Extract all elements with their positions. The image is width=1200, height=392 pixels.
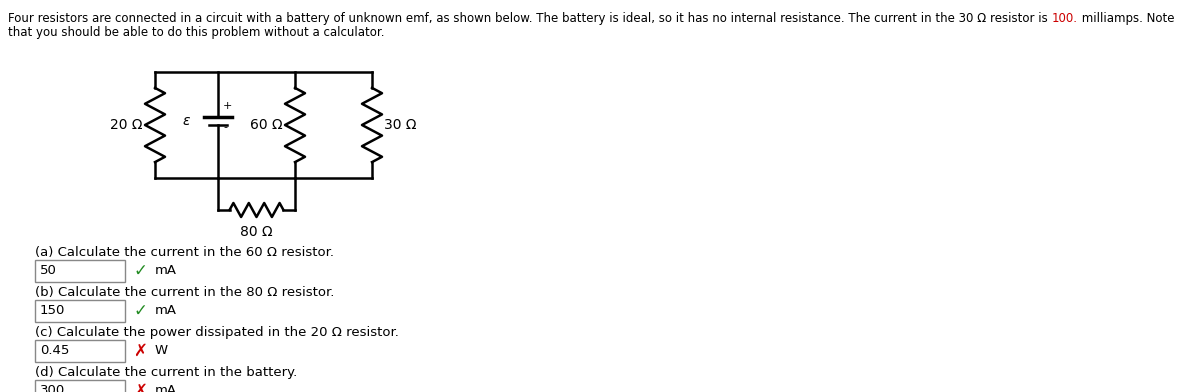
Text: 0.45: 0.45 (40, 345, 70, 358)
Text: mA: mA (155, 385, 178, 392)
Text: 20 Ω: 20 Ω (110, 118, 143, 132)
Text: milliamps. Note: milliamps. Note (1078, 12, 1174, 25)
Text: ✗: ✗ (133, 342, 146, 360)
Text: 60 Ω: 60 Ω (251, 118, 283, 132)
Text: (d) Calculate the current in the battery.: (d) Calculate the current in the battery… (35, 366, 298, 379)
FancyBboxPatch shape (35, 300, 125, 322)
Text: mA: mA (155, 305, 178, 318)
Text: ✓: ✓ (133, 302, 146, 320)
Text: +: + (223, 101, 233, 111)
Text: 50: 50 (40, 265, 56, 278)
Text: (a) Calculate the current in the 60 Ω resistor.: (a) Calculate the current in the 60 Ω re… (35, 246, 334, 259)
Text: ✗: ✗ (133, 382, 146, 392)
Text: (b) Calculate the current in the 80 Ω resistor.: (b) Calculate the current in the 80 Ω re… (35, 286, 335, 299)
Text: Four resistors are connected in a circuit with a battery of unknown emf, as show: Four resistors are connected in a circui… (8, 12, 1051, 25)
Text: -: - (223, 122, 227, 132)
Text: ε: ε (182, 114, 190, 128)
Text: 80 Ω: 80 Ω (240, 225, 272, 239)
Text: ✓: ✓ (133, 262, 146, 280)
FancyBboxPatch shape (35, 380, 125, 392)
FancyBboxPatch shape (35, 260, 125, 282)
Text: that you should be able to do this problem without a calculator.: that you should be able to do this probl… (8, 26, 384, 39)
Text: W: W (155, 345, 168, 358)
FancyBboxPatch shape (35, 340, 125, 362)
Text: 30 Ω: 30 Ω (384, 118, 416, 132)
Text: mA: mA (155, 265, 178, 278)
Text: 300: 300 (40, 385, 65, 392)
Text: 150: 150 (40, 305, 65, 318)
Text: (c) Calculate the power dissipated in the 20 Ω resistor.: (c) Calculate the power dissipated in th… (35, 326, 398, 339)
Text: 100.: 100. (1051, 12, 1078, 25)
